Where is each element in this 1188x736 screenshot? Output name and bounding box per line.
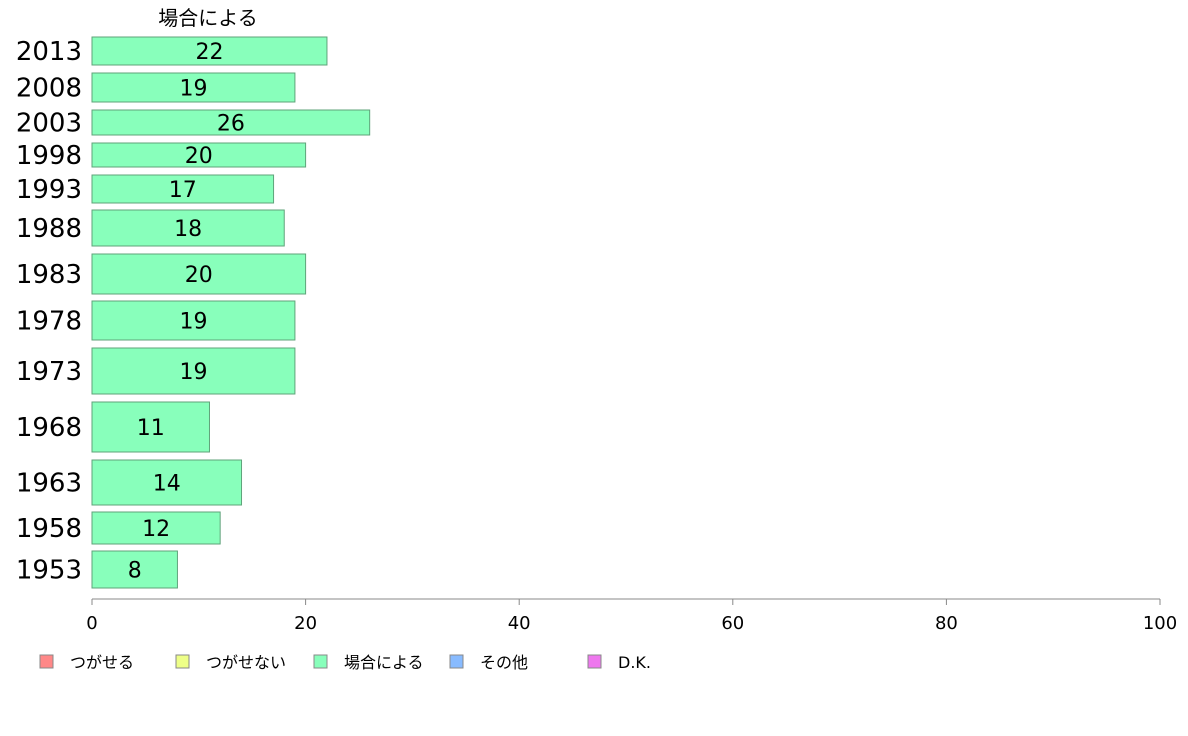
bar-value-label: 20 [185, 263, 213, 288]
year-label: 2013 [16, 37, 82, 67]
x-tick-label: 100 [1143, 613, 1177, 634]
bar [91, 142, 307, 168]
bar-value-label: 22 [195, 40, 223, 65]
year-label: 1968 [16, 413, 82, 443]
bar-value-label: 17 [169, 178, 197, 203]
year-label: 2003 [16, 109, 82, 139]
bar [91, 36, 328, 66]
legend: つがせる つがせない 場合による その他 D.K. [39, 653, 651, 672]
year-label: 1978 [16, 307, 82, 337]
x-axis: 0 20 40 60 80 100 [86, 598, 1177, 634]
legend-swatch [587, 654, 602, 669]
year-label: 1998 [16, 141, 82, 171]
bar-value-label: 12 [142, 517, 170, 542]
legend-swatch [449, 654, 464, 669]
legend-swatch [313, 654, 328, 669]
bar-value-label: 14 [153, 472, 181, 497]
bar-value-label: 19 [179, 77, 207, 102]
bar [91, 72, 296, 103]
bar [91, 347, 296, 395]
x-tick-label: 0 [86, 613, 97, 634]
bar-value-label: 18 [174, 217, 202, 242]
bar [91, 209, 285, 247]
bar [91, 511, 221, 545]
bar [91, 459, 243, 506]
x-tick-label: 60 [721, 613, 744, 634]
bars: 2013 22 2008 19 2003 26 1998 20 1993 17 1988 18 1983… [16, 36, 371, 589]
bar-value-label: 8 [128, 559, 142, 584]
bar [91, 174, 275, 204]
legend-swatch [175, 654, 190, 669]
bar [91, 300, 296, 341]
legend-label: D.K. [618, 653, 651, 672]
year-label: 1963 [16, 469, 82, 499]
legend-label: つがせない [206, 653, 286, 672]
legend-swatch [39, 654, 54, 669]
bar [91, 253, 307, 295]
year-label: 1958 [16, 514, 82, 544]
legend-label: つがせる [70, 653, 134, 672]
x-tick-label: 80 [935, 613, 958, 634]
legend-label: その他 [480, 653, 528, 672]
bar-value-label: 20 [185, 144, 213, 169]
year-label: 1988 [16, 214, 82, 244]
year-label: 1973 [16, 357, 82, 387]
year-label: 1983 [16, 260, 82, 290]
legend-label: 場合による [344, 653, 424, 672]
year-label: 1953 [16, 556, 82, 586]
bar-value-label: 11 [137, 416, 165, 441]
bar [91, 401, 210, 453]
x-tick-label: 20 [294, 613, 317, 634]
x-tick-label: 40 [508, 613, 531, 634]
bar-value-label: 19 [179, 360, 207, 385]
bar-value-label: 19 [179, 310, 207, 335]
bar [91, 109, 371, 136]
year-label: 2008 [16, 74, 82, 104]
bar-value-label: 26 [217, 112, 245, 137]
series-title: 場合による [158, 6, 257, 30]
bar [91, 550, 178, 589]
year-label: 1993 [16, 175, 82, 205]
